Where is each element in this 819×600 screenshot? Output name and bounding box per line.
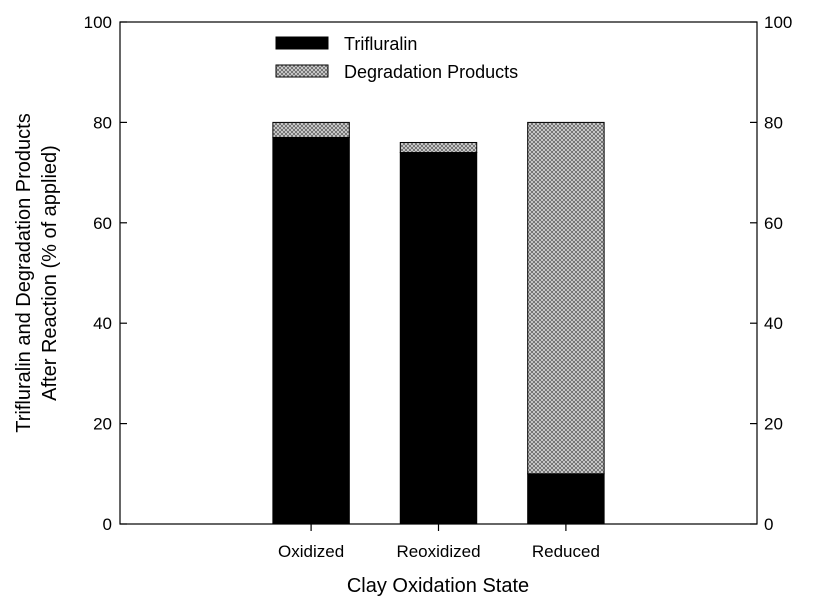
y-axis-title-line-2: After Reaction (% of applied) xyxy=(39,145,61,401)
legend-label-degradation-products: Degradation Products xyxy=(344,62,518,82)
right-y-tick-label-40: 40 xyxy=(764,314,783,333)
right-y-tick-label-20: 20 xyxy=(764,415,783,434)
x-tick-label-reduced: Reduced xyxy=(532,542,600,561)
x-axis: Oxidized Reoxidized Reduced xyxy=(278,524,600,561)
x-tick-label-oxidized: Oxidized xyxy=(278,542,344,561)
right-y-tick-label-0: 0 xyxy=(764,515,773,534)
left-y-tick-label-20: 20 xyxy=(93,415,112,434)
left-y-tick-label-100: 100 xyxy=(84,13,112,32)
bars xyxy=(272,121,605,525)
legend: Trifluralin Degradation Products xyxy=(275,34,518,82)
bar-reduced-series-1 xyxy=(527,473,605,525)
bar-reoxidized-series-1 xyxy=(399,152,478,525)
bar-reoxidized-series-2 xyxy=(399,141,478,154)
right-y-axis: 0 20 40 60 80 100 xyxy=(750,13,792,534)
right-y-tick-label-80: 80 xyxy=(764,113,783,132)
left-y-tick-label-60: 60 xyxy=(93,214,112,233)
legend-swatch-degradation-products xyxy=(275,64,329,78)
left-y-tick-label-80: 80 xyxy=(93,113,112,132)
x-tick-label-reoxidized: Reoxidized xyxy=(396,542,480,561)
legend-label-trifluralin: Trifluralin xyxy=(344,34,417,54)
bar-oxidized-series-2 xyxy=(272,121,350,138)
bar-oxidized-series-1 xyxy=(272,136,350,525)
right-y-tick-label-60: 60 xyxy=(764,214,783,233)
left-y-axis: 0 20 40 60 80 100 xyxy=(84,13,127,534)
left-y-tick-label-40: 40 xyxy=(93,314,112,333)
bar-reduced-series-2 xyxy=(527,121,605,475)
right-y-tick-label-100: 100 xyxy=(764,13,792,32)
legend-swatch-trifluralin xyxy=(275,36,329,50)
x-axis-title: Clay Oxidation State xyxy=(347,575,529,597)
y-axis-title-line-1: Trifluralin and Degradation Products xyxy=(13,113,35,432)
left-y-tick-label-0: 0 xyxy=(103,515,112,534)
